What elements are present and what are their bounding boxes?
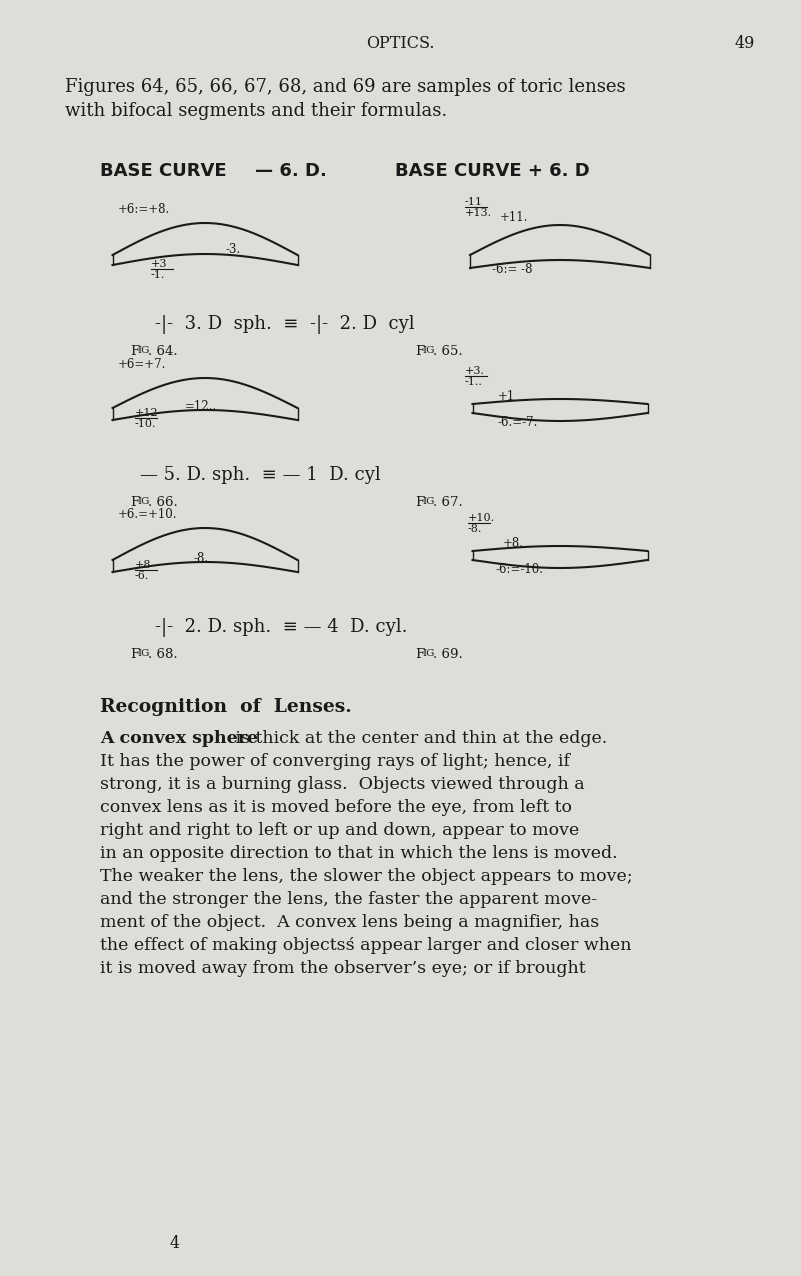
- Text: OPTICS.: OPTICS.: [366, 34, 434, 52]
- Text: -10.: -10.: [135, 419, 156, 429]
- Text: . 66.: . 66.: [148, 496, 178, 509]
- Text: +6=+7.: +6=+7.: [118, 359, 167, 371]
- Text: Figures 64, 65, 66, 67, 68, and 69 are samples of toric lenses: Figures 64, 65, 66, 67, 68, and 69 are s…: [65, 78, 626, 96]
- Text: right and right to left or up and down, appear to move: right and right to left or up and down, …: [100, 822, 579, 840]
- Text: A convex sphere: A convex sphere: [100, 730, 258, 746]
- Text: is thick at the center and thin at the edge.: is thick at the center and thin at the e…: [230, 730, 607, 746]
- Text: -3.: -3.: [225, 242, 240, 256]
- Text: and the stronger the lens, the faster the apparent move-: and the stronger the lens, the faster th…: [100, 891, 597, 909]
- Text: -6:=-10.: -6:=-10.: [495, 563, 543, 575]
- Text: F: F: [415, 345, 424, 359]
- Text: F: F: [130, 648, 139, 661]
- Text: F: F: [130, 345, 139, 359]
- Text: BASE CURVE: BASE CURVE: [100, 162, 227, 180]
- Text: +3: +3: [151, 259, 167, 269]
- Text: ment of the object.  A convex lens being a magnifier, has: ment of the object. A convex lens being …: [100, 914, 599, 931]
- Text: it is moved away from the observer’s eye; or if brought: it is moved away from the observer’s eye…: [100, 960, 586, 977]
- Text: +3.: +3.: [465, 366, 485, 376]
- Text: 49: 49: [735, 34, 755, 52]
- Text: Recognition  of  Lenses.: Recognition of Lenses.: [100, 698, 352, 716]
- Text: It has the power of converging rays of light; hence, if: It has the power of converging rays of l…: [100, 753, 570, 769]
- Text: -1.: -1.: [151, 271, 165, 279]
- Text: . 64.: . 64.: [148, 345, 178, 359]
- Text: IG: IG: [137, 649, 150, 658]
- Text: =12..: =12..: [185, 399, 217, 413]
- Text: +11.: +11.: [500, 211, 529, 225]
- Text: -6.=-7.: -6.=-7.: [498, 416, 538, 429]
- Text: IG: IG: [137, 346, 150, 355]
- Text: IG: IG: [422, 496, 434, 507]
- Text: +6.=+10.: +6.=+10.: [118, 508, 178, 521]
- Text: -|-  3. D  sph.  ≡  -|-  2. D  cyl: -|- 3. D sph. ≡ -|- 2. D cyl: [155, 315, 415, 334]
- Text: -1..: -1..: [465, 376, 483, 387]
- Text: -6:= -8: -6:= -8: [492, 263, 533, 276]
- Text: with bifocal segments and their formulas.: with bifocal segments and their formulas…: [65, 102, 447, 120]
- Text: 4: 4: [170, 1235, 180, 1252]
- Text: IG: IG: [137, 496, 150, 507]
- Text: -8.: -8.: [193, 553, 208, 565]
- Text: +13.: +13.: [465, 208, 492, 218]
- Text: +8.: +8.: [503, 537, 524, 550]
- Text: — 6. D.: — 6. D.: [255, 162, 327, 180]
- Text: -6.: -6.: [135, 570, 149, 581]
- Text: F: F: [130, 496, 139, 509]
- Text: F: F: [415, 496, 424, 509]
- Text: . 67.: . 67.: [433, 496, 463, 509]
- Text: . 65.: . 65.: [433, 345, 463, 359]
- Text: . 68.: . 68.: [148, 648, 178, 661]
- Text: convex lens as it is moved before the eye, from left to: convex lens as it is moved before the ey…: [100, 799, 572, 815]
- Text: -|-  2. D. sph.  ≡ — 4  D. cyl.: -|- 2. D. sph. ≡ — 4 D. cyl.: [155, 618, 408, 637]
- Text: F: F: [415, 648, 424, 661]
- Text: the effect of making objectsś appear larger and closer when: the effect of making objectsś appear lar…: [100, 937, 631, 954]
- Text: +1: +1: [498, 390, 515, 403]
- Text: in an opposite direction to that in which the lens is moved.: in an opposite direction to that in whic…: [100, 845, 618, 863]
- Text: +6:=+8.: +6:=+8.: [118, 203, 171, 216]
- Text: +8: +8: [135, 560, 151, 570]
- Text: +10.: +10.: [468, 513, 495, 523]
- Text: — 5. D. sph.  ≡ — 1  D. cyl: — 5. D. sph. ≡ — 1 D. cyl: [140, 466, 380, 484]
- Text: BASE CURVE + 6. D: BASE CURVE + 6. D: [395, 162, 590, 180]
- Text: -8.: -8.: [468, 524, 482, 533]
- Text: . 69.: . 69.: [433, 648, 463, 661]
- Text: -11: -11: [465, 197, 483, 207]
- Text: +12: +12: [135, 408, 159, 419]
- Text: IG: IG: [422, 346, 434, 355]
- Text: strong, it is a burning glass.  Objects viewed through a: strong, it is a burning glass. Objects v…: [100, 776, 585, 792]
- Text: IG: IG: [422, 649, 434, 658]
- Text: The weaker the lens, the slower the object appears to move;: The weaker the lens, the slower the obje…: [100, 868, 633, 886]
